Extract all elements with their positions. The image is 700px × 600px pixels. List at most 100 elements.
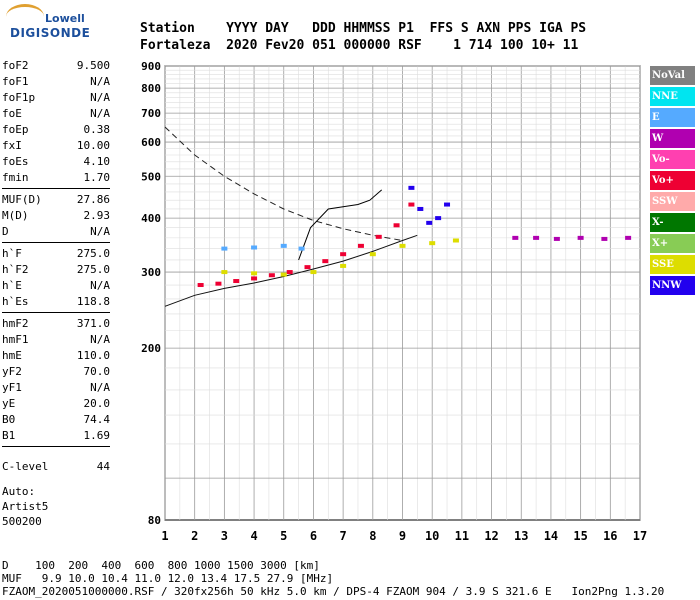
- x-tick-label: 8: [369, 529, 376, 543]
- logo-text-lowell: Lowell: [45, 12, 85, 25]
- data-point: [408, 185, 415, 190]
- data-point: [280, 272, 287, 277]
- data-point: [298, 246, 305, 251]
- param-value: 10.00: [76, 139, 110, 152]
- data-point: [512, 235, 519, 240]
- c-level-row: C-level 44: [2, 459, 110, 475]
- x-tick-label: 7: [340, 529, 347, 543]
- data-point: [340, 263, 347, 268]
- header-values-row: Fortaleza 2020 Fev20 051 000000 RSF 1 71…: [140, 38, 579, 53]
- data-point: [233, 279, 240, 284]
- x-tick-label: 5: [280, 529, 287, 543]
- param-row: h`F 275.0: [2, 246, 110, 262]
- param-label: D: [2, 225, 9, 238]
- param-separator: [2, 188, 110, 189]
- footer-file-row: FZAOM_2020051000000.RSF / 320fx256h 50 k…: [2, 585, 665, 598]
- y-tick-label: 800: [141, 82, 161, 95]
- y-tick-label: 80: [148, 514, 161, 527]
- header-labels-row: Station YYYY DAY DDD HHMMSS P1 FFS S AXN…: [140, 21, 587, 36]
- param-value: N/A: [90, 91, 110, 104]
- data-point: [435, 216, 442, 221]
- data-point: [268, 273, 275, 278]
- param-row: MUF(D) 27.86: [2, 192, 110, 208]
- data-point: [340, 252, 347, 257]
- param-value: 74.4: [83, 413, 111, 426]
- data-point: [417, 206, 424, 211]
- param-value: N/A: [90, 75, 110, 88]
- param-label: foE: [2, 107, 22, 120]
- y-tick-label: 200: [141, 342, 161, 355]
- param-row: hmF1 N/A: [2, 332, 110, 348]
- param-row: foF2 9.500: [2, 58, 110, 74]
- param-value: 0.38: [83, 123, 111, 136]
- param-row: foEp 0.38: [2, 122, 110, 138]
- param-label: foEs: [2, 155, 29, 168]
- param-value: 110.0: [76, 349, 110, 362]
- param-label: yF2: [2, 365, 22, 378]
- param-value: 9.500: [76, 59, 110, 72]
- data-point: [399, 243, 406, 248]
- x-tick-label: 4: [250, 529, 257, 543]
- legend-item: NoVal: [650, 66, 695, 85]
- param-label: B0: [2, 413, 16, 426]
- param-row: B1 1.69: [2, 428, 110, 444]
- param-row: B0 74.4: [2, 412, 110, 428]
- data-point: [601, 236, 608, 241]
- data-point: [304, 265, 311, 270]
- y-tick-label: 400: [141, 212, 161, 225]
- data-point: [251, 245, 258, 250]
- x-tick-label: 12: [484, 529, 498, 543]
- footer-muf-row: MUF 9.9 10.0 10.4 11.0 12.0 13.4 17.5 27…: [2, 572, 334, 585]
- param-label: h`F: [2, 247, 22, 260]
- param-value: 118.8: [76, 295, 110, 308]
- data-point: [215, 281, 222, 286]
- param-label: hmF1: [2, 333, 29, 346]
- data-point: [625, 235, 632, 240]
- data-point: [553, 236, 560, 241]
- x-tick-label: 3: [221, 529, 228, 543]
- data-point: [357, 243, 364, 248]
- y-tick-label: 300: [141, 266, 161, 279]
- param-label: hmF2: [2, 317, 29, 330]
- legend-item: SSW: [650, 192, 695, 211]
- data-point: [426, 220, 433, 225]
- param-value: N/A: [90, 225, 110, 238]
- logo-arc-graphic: [6, 4, 44, 29]
- x-tick-label: 2: [191, 529, 198, 543]
- param-label: fmin: [2, 171, 29, 184]
- y-tick-label: 700: [141, 107, 161, 120]
- data-point: [429, 241, 436, 246]
- param-value: 275.0: [76, 247, 110, 260]
- profile-curve: [298, 189, 383, 261]
- param-row: h`E N/A: [2, 278, 110, 294]
- x-tick-label: 11: [455, 529, 469, 543]
- param-row: yF1 N/A: [2, 380, 110, 396]
- c-level-label: C-level: [2, 460, 49, 473]
- param-label: MUF(D): [2, 193, 42, 206]
- footer-info: D 100 200 400 600 800 1000 1500 3000 [km…: [2, 559, 664, 598]
- logo-text-digisonde: DIGISONDE: [10, 26, 91, 40]
- param-label: M(D): [2, 209, 29, 222]
- param-value: N/A: [90, 107, 110, 120]
- param-value: N/A: [90, 333, 110, 346]
- param-label: hmE: [2, 349, 22, 362]
- x-tick-label: 6: [310, 529, 317, 543]
- legend-item: W: [650, 129, 695, 148]
- data-point: [577, 235, 584, 240]
- param-value: 27.86: [76, 193, 110, 206]
- x-tick-label: 16: [603, 529, 617, 543]
- param-value: 275.0: [76, 263, 110, 276]
- x-tick-label: 13: [514, 529, 528, 543]
- param-row: fmin 1.70: [2, 170, 110, 186]
- param-row: yE 20.0: [2, 396, 110, 412]
- y-tick-label: 600: [141, 136, 161, 149]
- param-label: foF1p: [2, 91, 36, 104]
- legend-item: Vo+: [650, 171, 695, 190]
- param-row: foF1 N/A: [2, 74, 110, 90]
- x-tick-label: 10: [425, 529, 439, 543]
- param-row: M(D) 2.93: [2, 208, 110, 224]
- auto-line: Auto:: [2, 485, 36, 498]
- c-level-value: 44: [96, 460, 110, 473]
- data-point: [369, 252, 376, 257]
